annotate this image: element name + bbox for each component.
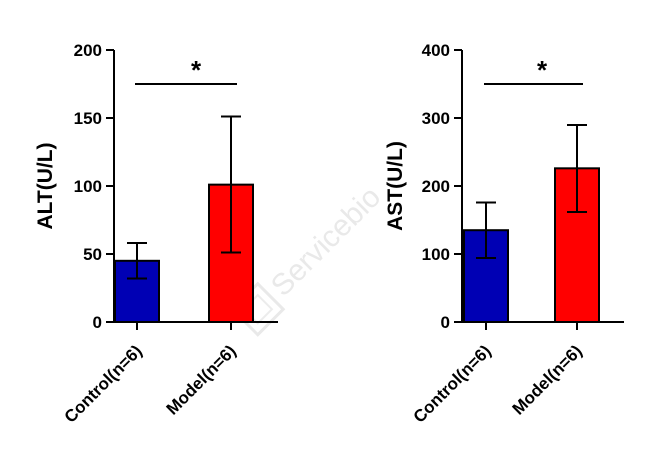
y-tick-label: 400 bbox=[422, 41, 450, 60]
significance-marker: * bbox=[191, 55, 202, 85]
y-axis-label: AST(U/L) bbox=[384, 141, 407, 231]
x-tick-label: Model(n=6) bbox=[163, 341, 240, 418]
error-bar-control bbox=[127, 242, 147, 280]
ast-chart: 0 100 200 300 400 Control(n=6) Model(n=6) AST(U… bbox=[384, 41, 624, 427]
error-bar-model bbox=[221, 115, 241, 254]
y-tick-label: 0 bbox=[93, 313, 102, 332]
watermark-text: Servicebio bbox=[265, 180, 387, 302]
x-tick-label: Control(n=6) bbox=[61, 341, 146, 426]
y-tick-label: 200 bbox=[74, 41, 102, 60]
y-tick-label: 200 bbox=[422, 177, 450, 196]
y-tick-label: 0 bbox=[441, 313, 450, 332]
y-tick-label: 150 bbox=[74, 109, 102, 128]
error-bar-model bbox=[567, 123, 587, 213]
error-bar-control bbox=[476, 201, 496, 260]
y-axis-label: ALT(U/L) bbox=[34, 142, 57, 229]
alt-chart: 0 50 100 150 200 Control(n=6) Model(n=6) ALT(U/… bbox=[34, 41, 278, 427]
x-tick-label: Control(n=6) bbox=[410, 341, 495, 426]
y-tick-label: 100 bbox=[74, 177, 102, 196]
watermark: Servicebio bbox=[230, 180, 387, 337]
x-tick-label: Model(n=6) bbox=[509, 341, 586, 418]
y-tick-label: 300 bbox=[422, 109, 450, 128]
significance-marker: * bbox=[537, 55, 548, 85]
y-tick-label: 50 bbox=[83, 245, 102, 264]
y-tick-label: 100 bbox=[422, 245, 450, 264]
